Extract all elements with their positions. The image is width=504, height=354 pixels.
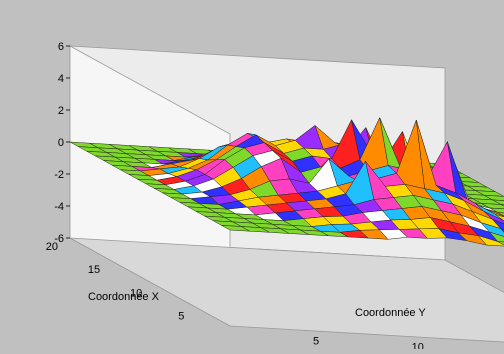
z-tick-label: -4 bbox=[54, 201, 64, 213]
x-tick-label: 5 bbox=[178, 310, 184, 322]
z-tick-label: -2 bbox=[54, 169, 64, 181]
y-tick-label: 5 bbox=[313, 336, 319, 348]
y-tick-label: 10 bbox=[412, 341, 424, 349]
y-axis-label: Coordonnée Y bbox=[355, 307, 426, 319]
z-tick-label: 4 bbox=[58, 73, 64, 85]
x-tick-label: 20 bbox=[46, 241, 58, 253]
x-axis-label: Coordonnée X bbox=[88, 291, 160, 303]
x-tick-label: 15 bbox=[88, 264, 100, 276]
z-tick-label: 0 bbox=[58, 137, 64, 149]
z-tick-label: 2 bbox=[58, 105, 64, 117]
z-tick-label: 6 bbox=[58, 41, 64, 53]
